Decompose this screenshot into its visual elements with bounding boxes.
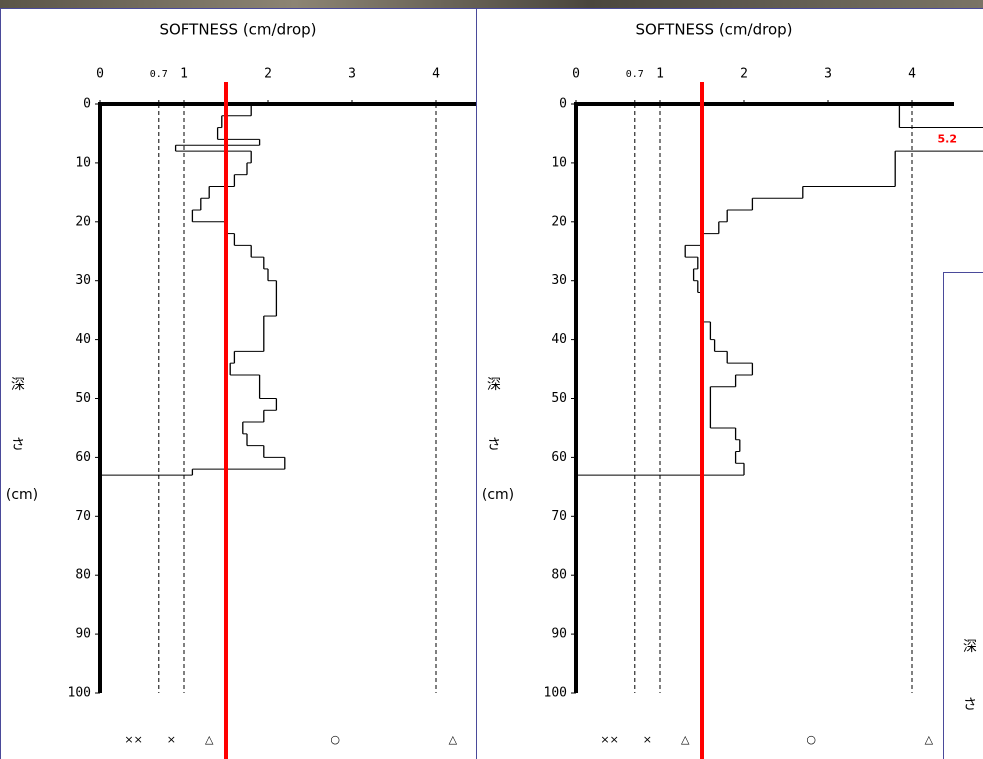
fragment-y-label: 深: [963, 639, 977, 655]
y-tick-label: 30: [551, 273, 567, 288]
rating-mark: △: [681, 733, 690, 746]
y-axis-label: (cm): [6, 487, 38, 503]
chart-title: SOFTNESS (cm/drop): [159, 21, 316, 39]
rating-mark: ××: [124, 733, 142, 746]
x-tick-label: 0.7: [626, 69, 644, 80]
rating-mark: △: [925, 733, 934, 746]
fragment-y-label: さ: [963, 697, 977, 713]
x-tick-label: 3: [824, 67, 832, 82]
y-tick-label: 90: [551, 627, 567, 642]
y-axis-label: さ: [11, 437, 25, 453]
y-tick-label: 40: [551, 332, 567, 347]
y-tick-label: 10: [551, 155, 567, 170]
y-tick-label: 20: [551, 214, 567, 229]
y-tick-label: 100: [68, 686, 91, 701]
x-tick-label: 0.7: [150, 69, 168, 80]
y-tick-label: 80: [75, 568, 91, 583]
rating-mark: △: [205, 733, 214, 746]
y-tick-label: 0: [83, 97, 91, 112]
x-tick-label: 1: [656, 67, 664, 82]
y-tick-label: 100: [544, 686, 567, 701]
y-tick-label: 70: [551, 509, 567, 524]
x-tick-label: 4: [432, 67, 440, 82]
x-tick-label: 2: [740, 67, 748, 82]
x-tick-label: 3: [348, 67, 356, 82]
value-label: 5.2: [938, 132, 958, 145]
y-axis-label: 深: [487, 377, 501, 393]
y-axis-label: 深: [11, 377, 25, 393]
y-tick-label: 60: [75, 450, 91, 465]
y-tick-label: 50: [551, 391, 567, 406]
x-tick-label: 0: [572, 67, 580, 82]
x-tick-label: 2: [264, 67, 272, 82]
fragment-panel: [944, 273, 983, 759]
y-tick-label: 60: [551, 450, 567, 465]
y-tick-label: 30: [75, 273, 91, 288]
rating-mark: ××: [600, 733, 618, 746]
y-tick-label: 20: [75, 214, 91, 229]
y-tick-label: 50: [75, 391, 91, 406]
y-tick-label: 80: [551, 568, 567, 583]
x-tick-label: 4: [908, 67, 916, 82]
y-tick-label: 90: [75, 627, 91, 642]
chart-title: SOFTNESS (cm/drop): [635, 21, 792, 39]
y-axis-label: (cm): [482, 487, 514, 503]
y-tick-label: 40: [75, 332, 91, 347]
y-axis-label: さ: [487, 437, 501, 453]
y-tick-label: 0: [559, 97, 567, 112]
y-tick-label: 70: [75, 509, 91, 524]
rating-mark: ○: [806, 733, 816, 746]
page: SOFTNESS (cm/drop)深さ(cm)00.7123401020304…: [0, 0, 983, 759]
y-tick-label: 10: [75, 155, 91, 170]
rating-mark: ○: [330, 733, 340, 746]
rating-mark: ×: [167, 733, 176, 746]
x-tick-label: 0: [96, 67, 104, 82]
x-tick-label: 1: [180, 67, 188, 82]
rating-mark: ×: [643, 733, 652, 746]
photo-strip: [0, 0, 983, 8]
rating-mark: △: [449, 733, 458, 746]
